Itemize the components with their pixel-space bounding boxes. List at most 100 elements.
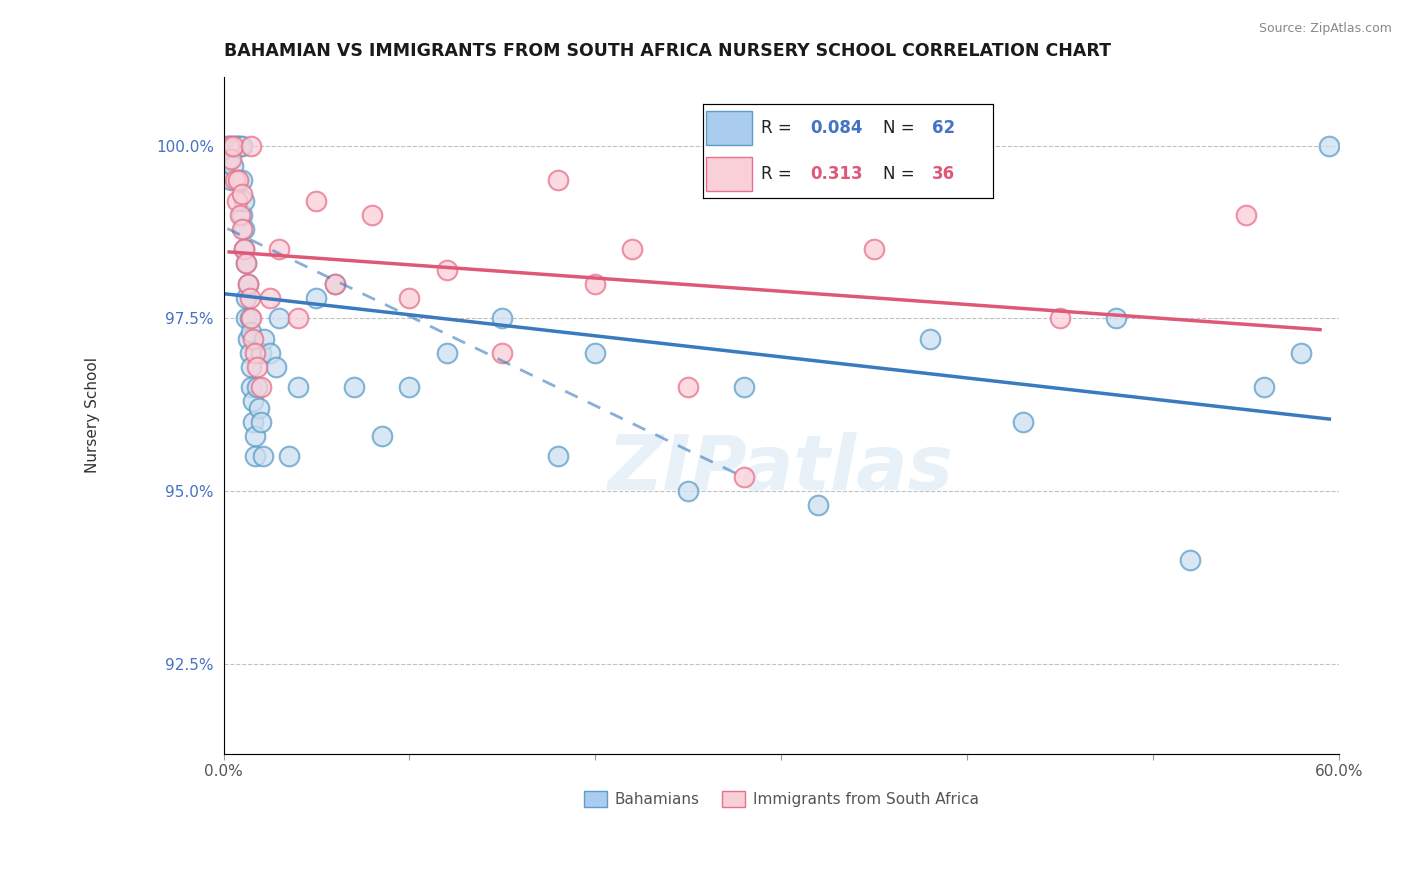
Point [229,138,252,153]
Point [247,401,270,416]
Point [242,394,264,409]
Point [233,221,256,235]
Point [1291,346,1313,360]
Point [323,277,346,291]
Point [1104,311,1126,326]
Point [246,359,269,374]
Point [676,483,699,498]
Point [1011,415,1033,429]
Point [218,138,240,153]
Point [269,242,291,256]
Point [243,429,266,443]
Point [249,415,271,429]
Text: BAHAMIAN VS IMMIGRANTS FROM SOUTH AFRICA NURSERY SCHOOL CORRELATION CHART: BAHAMIAN VS IMMIGRANTS FROM SOUTH AFRICA… [224,42,1111,60]
Point [240,359,263,374]
Point [242,415,264,429]
Point [583,346,606,360]
Point [269,311,291,326]
Point [231,173,253,187]
Point [259,346,281,360]
Point [239,291,262,305]
Point [231,138,253,153]
Text: Source: ZipAtlas.com: Source: ZipAtlas.com [1258,22,1392,36]
Point [249,380,271,394]
Point [1178,553,1201,567]
Point [225,138,247,153]
Point [343,380,366,394]
Point [323,277,346,291]
Point [219,138,242,153]
Point [246,380,269,394]
Point [225,194,247,208]
Point [807,498,830,512]
Point [218,153,240,167]
Point [264,359,287,374]
Point [236,332,259,346]
Point [621,242,644,256]
Point [1253,380,1275,394]
Point [228,138,250,153]
Point [491,346,513,360]
Point [252,450,274,464]
Point [305,291,328,305]
Point [240,380,263,394]
Point [277,450,299,464]
Point [235,256,257,270]
Y-axis label: Nursery School: Nursery School [86,357,100,473]
Point [229,208,252,222]
Point [228,173,250,187]
Point [222,138,245,153]
Point [236,277,259,291]
Point [233,194,256,208]
Point [398,380,420,394]
Point [235,311,257,326]
Point [242,332,264,346]
Point [259,291,281,305]
Point [219,173,242,187]
Point [219,153,242,167]
Point [243,450,266,464]
Point [233,242,256,256]
Point [243,346,266,360]
Point [370,429,392,443]
Point [240,311,263,326]
Point [222,138,245,153]
Point [436,346,458,360]
Point [733,380,755,394]
Point [239,311,262,326]
Point [240,138,263,153]
Point [231,221,253,235]
Point [733,470,755,484]
Point [224,173,246,187]
Point [863,242,886,256]
Point [918,332,941,346]
Point [217,138,239,153]
Point [547,450,569,464]
Point [239,346,262,360]
Point [305,194,328,208]
Point [218,138,240,153]
Point [240,325,263,339]
Point [222,160,245,174]
Point [224,138,246,153]
Point [287,311,309,326]
Point [1317,138,1340,153]
Point [253,332,276,346]
Point [398,291,420,305]
Point [249,346,271,360]
Point [361,208,384,222]
Point [676,380,699,394]
Point [231,208,253,222]
Point [228,173,250,187]
Point [547,173,569,187]
Point [231,187,253,202]
Point [235,291,257,305]
Point [287,380,309,394]
Point [235,256,257,270]
Point [1234,208,1257,222]
Point [233,242,256,256]
Point [583,277,606,291]
Point [491,311,513,326]
Point [1049,311,1071,326]
Point [436,263,458,277]
